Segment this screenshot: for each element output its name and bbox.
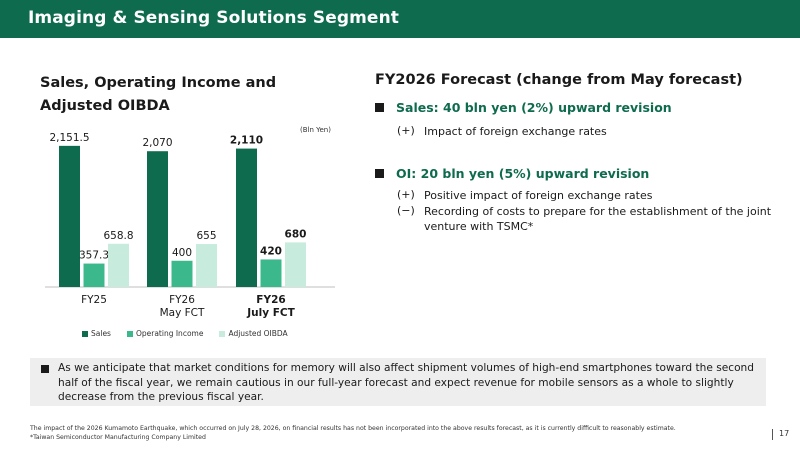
sales-revision-text: Sales: 40 bln yen (2%) upward revision [396,100,672,115]
bar-operating-income [260,259,282,287]
data-label: 680 [285,228,307,240]
page-title: Imaging & Sensing Solutions Segment [28,8,399,28]
data-label: 357.3 [79,250,109,262]
category-label: July FCT [246,307,295,319]
legend-swatch [126,330,133,337]
forecast-title: FY2026 Forecast (change from May forecas… [375,72,743,88]
page-number-divider [772,429,773,440]
category-label: May FCT [160,307,205,319]
oi-item-text: Positive impact of foreign exchange rate… [424,189,653,202]
bar-sales [59,145,80,287]
bar-operating-income [171,260,193,287]
chart-title: Sales, Operating Income and Adjusted OIB… [40,75,277,114]
sales-item-text: Impact of foreign exchange rates [424,125,607,138]
footnote-earthquake: The impact of the 2026 Kumamoto Earthqua… [30,425,676,432]
oi-item-sign: (+) [397,188,415,201]
legend-item: Sales [82,329,111,338]
category-label: FY26 [169,294,195,306]
legend-item: Adjusted OIBDA [219,329,288,338]
bullet-square-icon [375,169,384,178]
bar-sales [147,151,168,287]
legend-label: Sales [91,329,111,338]
data-label: 658.8 [103,230,133,242]
footnotes: The impact of the 2026 Kumamoto Earthqua… [30,424,676,442]
oi-revision-heading: OI: 20 bln yen (5%) upward revision [375,166,649,181]
bar-adjusted-oibda [108,243,129,287]
bullet-square-icon [375,103,384,112]
legend-item: Operating Income [126,329,204,338]
sales-item: (+) Impact of foreign exchange rates [397,124,784,139]
chart-legend: Sales Operating Income Adjusted OIBDA [82,329,304,338]
note-box: As we anticipate that market conditions … [30,358,766,406]
bar-adjusted-oibda [196,244,217,287]
bar-sales [236,148,257,287]
bar-operating-income [83,263,105,287]
sales-item-sign: (+) [397,124,415,137]
oi-item: (−) Recording of costs to prepare for th… [397,204,784,234]
data-label: 2,070 [142,137,172,149]
bullet-square-icon [41,365,49,373]
category-label: FY25 [81,294,107,306]
page-number: 17 [779,429,790,438]
unit-label: (Bln Yen) [300,126,331,134]
bar-adjusted-oibda [285,242,306,287]
note-text: As we anticipate that market conditions … [58,362,754,403]
oi-item-text: Recording of costs to prepare for the es… [424,205,772,233]
sales-revision-heading: Sales: 40 bln yen (2%) upward revision [375,100,672,115]
data-label: 655 [196,230,216,242]
data-label: 2,151.5 [49,132,89,144]
legend-swatch [219,330,226,337]
oi-revision-text: OI: 20 bln yen (5%) upward revision [396,166,650,181]
oi-item-sign: (−) [397,204,415,217]
data-label: 400 [172,247,192,259]
header-bar: Imaging & Sensing Solutions Segment [0,0,800,38]
bar-chart: 2,151.5357.3658.8FY252,070400655FY26May … [45,132,335,319]
legend-swatch [82,330,88,337]
data-label: 2,110 [230,135,263,147]
data-label: 420 [260,245,282,257]
footnote-tsmc: *Taiwan Semiconductor Manufacturing Comp… [30,434,206,441]
oi-item: (+) Positive impact of foreign exchange … [397,188,784,203]
legend-label: Adjusted OIBDA [228,329,288,338]
category-label: FY26 [256,294,285,306]
legend-label: Operating Income [135,329,204,338]
